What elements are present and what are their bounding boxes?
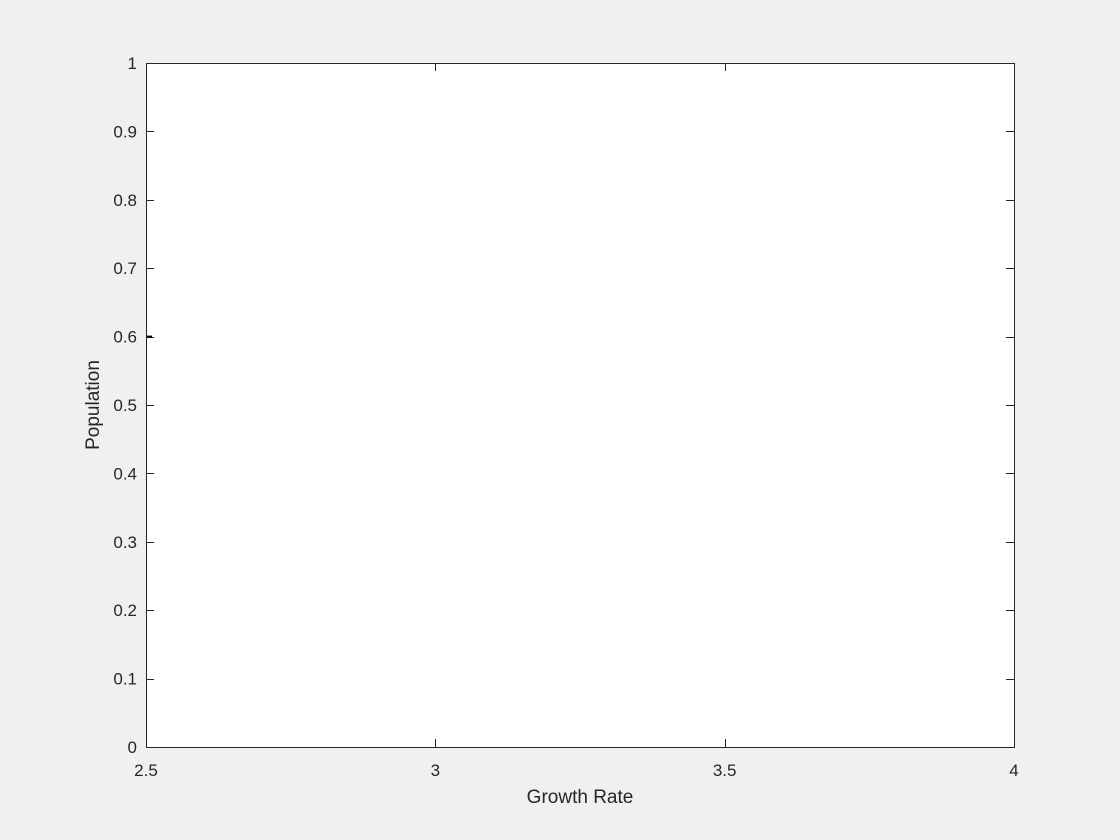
y-tick-label: 0.7 <box>113 259 137 278</box>
y-tick-label: 0.3 <box>113 533 137 552</box>
y-tick-label: 0.5 <box>113 396 137 415</box>
y-tick-label: 0.8 <box>113 191 137 210</box>
y-tick-labels: 0 0.1 0.2 0.3 0.4 0.5 0.6 0.7 0.8 0.9 1 <box>113 54 137 757</box>
x-axis-label: Growth Rate <box>527 787 634 808</box>
x-tick-labels: 2.5 3 3.5 4 <box>134 761 1019 780</box>
axes-background <box>146 63 1014 747</box>
y-tick-label: 0.9 <box>113 122 137 141</box>
y-tick-label: 0.4 <box>113 464 137 483</box>
y-axis-label: Population <box>83 360 104 450</box>
y-tick-label: 0.1 <box>113 670 137 689</box>
axes-box <box>146 63 1015 748</box>
y-tick-label: 0.2 <box>113 601 137 620</box>
y-tick-label: 1 <box>128 54 137 73</box>
x-tick-label: 3 <box>431 761 440 780</box>
x-tick-label: 2.5 <box>134 761 158 780</box>
y-tick-label: 0.6 <box>113 328 137 347</box>
y-tick-label: 0 <box>128 738 137 757</box>
x-tick-label: 4 <box>1009 761 1018 780</box>
x-tick-label: 3.5 <box>713 761 737 780</box>
